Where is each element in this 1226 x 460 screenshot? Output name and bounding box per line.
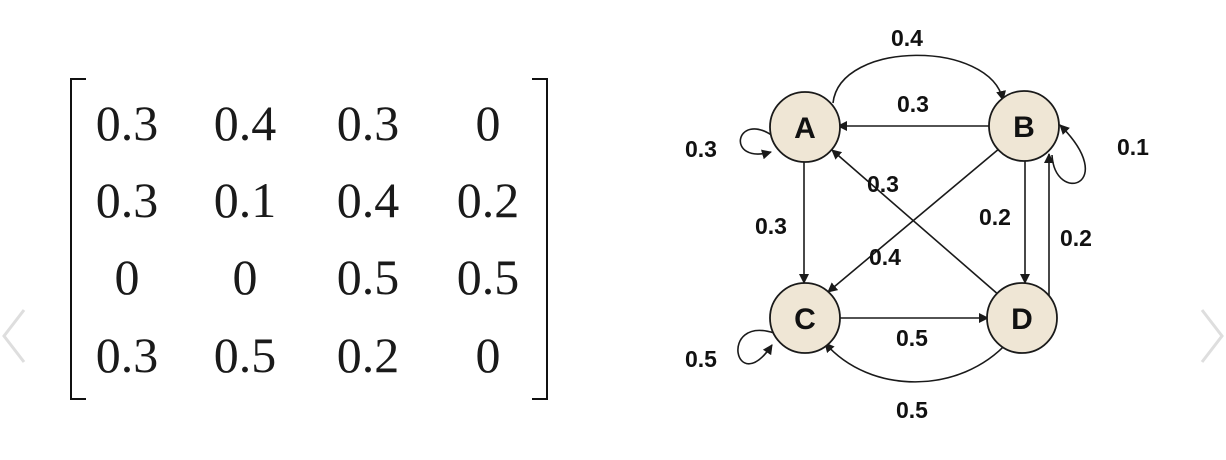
node-circle bbox=[769, 91, 841, 163]
matrix-cell: 0.5 bbox=[336, 249, 400, 305]
matrix-left-bracket bbox=[70, 78, 86, 400]
chevron-left-icon[interactable] bbox=[0, 306, 30, 366]
edge-d-c bbox=[824, 341, 1009, 383]
matrix-cell: 0.3 bbox=[95, 327, 159, 383]
matrix-cell: 0.3 bbox=[336, 95, 400, 151]
edge-label-a-self: 0.3 bbox=[685, 136, 717, 162]
edge-label-a-c: 0.3 bbox=[755, 213, 787, 239]
edge-label-b-self: 0.1 bbox=[1117, 134, 1149, 160]
edge-label-a-b: 0.4 bbox=[891, 25, 923, 51]
matrix-cell: 0 bbox=[475, 327, 501, 383]
node-b: B bbox=[988, 90, 1060, 162]
node-c: C bbox=[769, 282, 841, 354]
node-label: D bbox=[1011, 303, 1033, 336]
edge-label-d-c: 0.5 bbox=[896, 397, 928, 423]
matrix-cell: 0.2 bbox=[336, 327, 400, 383]
matrix-cell: 0 bbox=[114, 249, 140, 305]
matrix-cell: 0 bbox=[475, 95, 501, 151]
edge-c-self bbox=[737, 329, 775, 365]
edge-label-d-b: 0.2 bbox=[1060, 225, 1092, 251]
edge-a-self bbox=[739, 128, 774, 160]
matrix-cell: 0.2 bbox=[456, 172, 520, 228]
node-circle bbox=[988, 90, 1060, 162]
edge-d-a bbox=[831, 149, 1001, 297]
edge-label-b-d: 0.2 bbox=[979, 204, 1011, 230]
edge-label-b-c: 0.4 bbox=[869, 244, 901, 270]
matrix-cell: 0.5 bbox=[456, 249, 520, 305]
matrix-cell: 0.4 bbox=[213, 95, 277, 151]
matrix-cell: 0.3 bbox=[95, 172, 159, 228]
matrix-cell: 0.1 bbox=[213, 172, 277, 228]
edge-label-d-a: 0.3 bbox=[867, 171, 899, 197]
edge-label-c-self: 0.5 bbox=[685, 346, 717, 372]
matrix-right-bracket bbox=[532, 78, 548, 400]
node-d: D bbox=[986, 282, 1058, 354]
node-circle bbox=[986, 282, 1058, 354]
edge-a-b bbox=[832, 54, 1006, 104]
edge-b-self bbox=[1051, 124, 1087, 185]
node-circle bbox=[769, 282, 841, 354]
node-label: B bbox=[1013, 111, 1035, 144]
edge-label-b-a: 0.3 bbox=[897, 91, 929, 117]
matrix-cell: 0.3 bbox=[95, 95, 159, 151]
node-a: A bbox=[769, 91, 841, 163]
matrix-cell: 0.4 bbox=[336, 172, 400, 228]
node-label: C bbox=[794, 303, 816, 336]
matrix-cell: 0.5 bbox=[213, 327, 277, 383]
node-label: A bbox=[794, 112, 816, 145]
matrix-cell: 0 bbox=[232, 249, 258, 305]
chevron-right-icon[interactable] bbox=[1196, 306, 1226, 366]
transition-matrix: 0.3 0.4 0.3 0 0.3 0.1 0.4 0.2 0 0 0.5 0.… bbox=[70, 78, 548, 400]
edge-b-c bbox=[827, 147, 1001, 293]
edge-label-c-d: 0.5 bbox=[896, 325, 928, 351]
